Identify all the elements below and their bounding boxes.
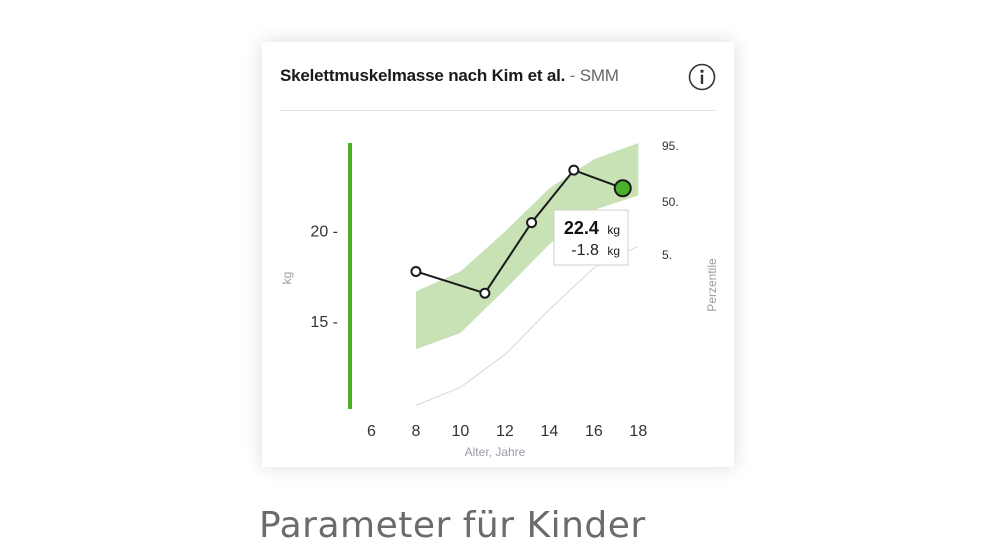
data-point-selected[interactable] (613, 179, 632, 198)
tooltip-delta: -1.8 (571, 242, 599, 259)
x-tick-label: 12 (496, 423, 514, 440)
percentile-axis-label: Perzentile (705, 258, 719, 312)
x-tick-label: 6 (367, 423, 376, 440)
y-tick-label: 20 - (310, 224, 338, 241)
card-title-separator: - (565, 66, 580, 85)
x-tick-label: 14 (540, 423, 558, 440)
tooltip-delta-unit: kg (607, 244, 620, 258)
data-point[interactable] (568, 164, 580, 176)
percentile-tick-label: 95. (662, 139, 679, 153)
x-axis-label: Alter, Jahre (465, 445, 526, 459)
y-tick-label: 15 - (310, 314, 338, 331)
page-caption: Parameter für Kinder (259, 505, 646, 546)
percentile-tick-label: 50. (662, 195, 679, 209)
tooltip-value: 22.4 (564, 218, 599, 238)
data-point[interactable] (479, 287, 491, 299)
card-title-main: Skelettmuskelmasse nach Kim et al. (280, 66, 566, 85)
percentile-band (415, 143, 639, 350)
card-title-sub: SMM (579, 66, 619, 85)
tooltip-delta-line: -1.8 kg (571, 242, 620, 259)
x-tick-label: 18 (629, 423, 647, 440)
percentile-tick-label: 5. (662, 248, 672, 262)
data-point[interactable] (410, 265, 422, 277)
smm-card: 15 - 20 - 6 8 10 12 14 16 18 95. 50. 5. kg Alter,… (262, 42, 734, 467)
card-header: Skelettmuskelmasse nach Kim et al. - SMM (280, 42, 716, 111)
data-point[interactable] (526, 217, 538, 229)
x-tick-label: 10 (452, 423, 470, 440)
y-axis-label: kg (280, 272, 294, 285)
tooltip-box (553, 209, 629, 266)
accent-bar (348, 143, 352, 409)
tooltip-value-unit: kg (607, 223, 620, 237)
tooltip-value-line: 22.4 kg (564, 218, 620, 238)
x-tick-label: 8 (411, 423, 420, 440)
info-icon[interactable] (688, 63, 716, 91)
smm-chart: 15 - 20 - 6 8 10 12 14 16 18 95. 50. 5. kg Alter,… (280, 139, 719, 459)
card-title: Skelettmuskelmasse nach Kim et al. - SMM (280, 66, 619, 86)
x-tick-label: 16 (585, 423, 603, 440)
value-tooltip: 22.4 kg -1.8 kg (553, 209, 629, 266)
